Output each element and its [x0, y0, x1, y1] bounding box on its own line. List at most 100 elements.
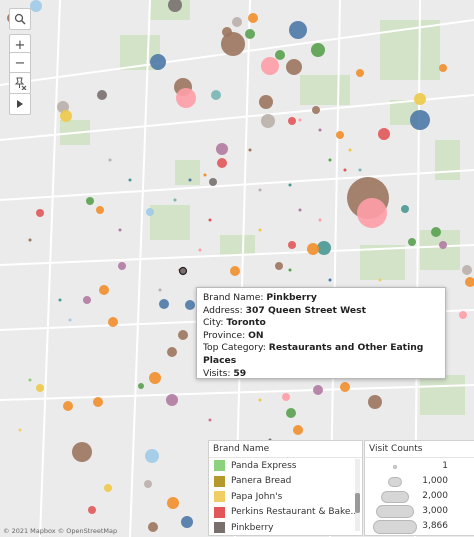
- location-mark[interactable]: [230, 266, 240, 276]
- location-mark[interactable]: [357, 198, 387, 228]
- location-mark[interactable]: [245, 29, 255, 39]
- location-mark[interactable]: [36, 384, 44, 392]
- location-mark[interactable]: [118, 228, 122, 232]
- location-mark[interactable]: [378, 278, 382, 282]
- location-mark[interactable]: [408, 238, 416, 246]
- location-mark[interactable]: [401, 205, 409, 213]
- location-mark[interactable]: [167, 347, 177, 357]
- location-mark[interactable]: [328, 278, 332, 282]
- location-mark[interactable]: [462, 265, 472, 275]
- location-mark[interactable]: [248, 13, 258, 23]
- location-mark[interactable]: [288, 183, 292, 187]
- location-mark[interactable]: [259, 95, 273, 109]
- location-mark[interactable]: [128, 178, 132, 182]
- location-mark[interactable]: [30, 0, 42, 12]
- location-mark[interactable]: [318, 218, 322, 222]
- location-mark[interactable]: [217, 158, 227, 168]
- location-mark[interactable]: [108, 158, 112, 162]
- location-mark[interactable]: [358, 168, 362, 172]
- location-mark[interactable]: [410, 110, 430, 130]
- location-mark[interactable]: [261, 57, 279, 75]
- location-mark[interactable]: [340, 382, 350, 392]
- location-mark[interactable]: [176, 88, 196, 108]
- location-mark[interactable]: [258, 188, 262, 192]
- location-mark[interactable]: [378, 128, 390, 140]
- legend-item[interactable]: Perkins Restaurant & Bake..: [209, 505, 362, 521]
- location-mark[interactable]: [166, 394, 178, 406]
- location-mark[interactable]: [282, 393, 290, 401]
- location-mark[interactable]: [104, 484, 112, 492]
- location-mark[interactable]: [356, 69, 364, 77]
- location-mark[interactable]: [288, 268, 292, 272]
- location-mark[interactable]: [368, 395, 382, 409]
- location-mark[interactable]: [63, 401, 73, 411]
- location-mark[interactable]: [72, 442, 92, 462]
- location-mark[interactable]: [185, 300, 195, 310]
- location-mark[interactable]: [60, 110, 72, 122]
- location-mark[interactable]: [208, 418, 212, 422]
- location-mark[interactable]: [203, 173, 207, 177]
- location-mark[interactable]: [311, 43, 325, 57]
- search-button[interactable]: [9, 8, 31, 30]
- brand-legend[interactable]: Brand Name Panda Express Panera Bread Papa…: [208, 440, 363, 536]
- location-mark[interactable]: [99, 285, 109, 295]
- location-mark[interactable]: [328, 158, 332, 162]
- location-mark[interactable]: [181, 516, 193, 528]
- location-mark[interactable]: [28, 378, 32, 382]
- location-mark[interactable]: [211, 90, 221, 100]
- location-mark[interactable]: [158, 288, 162, 292]
- location-mark[interactable]: [96, 206, 104, 214]
- location-mark[interactable]: [286, 59, 302, 75]
- location-mark[interactable]: [28, 238, 32, 242]
- location-mark[interactable]: [258, 398, 262, 402]
- location-mark[interactable]: [173, 198, 177, 202]
- location-mark[interactable]: [108, 317, 118, 327]
- location-mark[interactable]: [307, 243, 319, 255]
- location-mark[interactable]: [289, 21, 307, 39]
- location-mark[interactable]: [198, 248, 202, 252]
- location-mark[interactable]: [317, 241, 331, 255]
- location-mark[interactable]: [439, 64, 447, 72]
- location-mark[interactable]: [298, 118, 302, 122]
- location-mark[interactable]: [58, 298, 62, 302]
- legend-item[interactable]: Pinkberry: [209, 520, 362, 536]
- location-mark[interactable]: [286, 408, 296, 418]
- location-mark[interactable]: [431, 227, 441, 237]
- location-mark[interactable]: [83, 296, 91, 304]
- location-mark[interactable]: [414, 93, 426, 105]
- location-mark[interactable]: [312, 106, 320, 114]
- expand-toolbar-button[interactable]: [9, 93, 31, 115]
- selected-location-mark[interactable]: [178, 266, 188, 276]
- location-mark[interactable]: [18, 428, 22, 432]
- select-tool-button[interactable]: [9, 72, 31, 94]
- location-mark[interactable]: [146, 208, 154, 216]
- location-mark[interactable]: [148, 522, 158, 532]
- location-mark[interactable]: [275, 50, 285, 60]
- location-mark[interactable]: [97, 90, 107, 100]
- location-mark[interactable]: [145, 449, 159, 463]
- location-mark[interactable]: [248, 148, 252, 152]
- location-mark[interactable]: [258, 228, 262, 232]
- location-mark[interactable]: [150, 54, 166, 70]
- location-mark[interactable]: [318, 128, 322, 132]
- location-mark[interactable]: [168, 0, 182, 12]
- location-mark[interactable]: [298, 208, 302, 212]
- map-attribution[interactable]: © 2021 Mapbox © OpenStreetMap: [3, 527, 118, 535]
- location-mark[interactable]: [275, 262, 283, 270]
- location-mark[interactable]: [439, 241, 447, 249]
- location-mark[interactable]: [86, 197, 94, 205]
- location-mark[interactable]: [459, 311, 467, 319]
- location-mark[interactable]: [208, 218, 212, 222]
- legend-item[interactable]: Papa John's: [209, 489, 362, 505]
- location-mark[interactable]: [261, 114, 275, 128]
- location-mark[interactable]: [144, 480, 152, 488]
- location-mark[interactable]: [36, 209, 44, 217]
- legend-item[interactable]: Panera Bread: [209, 474, 362, 490]
- location-mark[interactable]: [159, 299, 169, 309]
- location-mark[interactable]: [209, 178, 217, 186]
- location-mark[interactable]: [178, 330, 188, 340]
- location-mark[interactable]: [348, 148, 352, 152]
- location-mark[interactable]: [293, 425, 303, 435]
- location-mark[interactable]: [93, 397, 103, 407]
- location-mark[interactable]: [222, 27, 232, 37]
